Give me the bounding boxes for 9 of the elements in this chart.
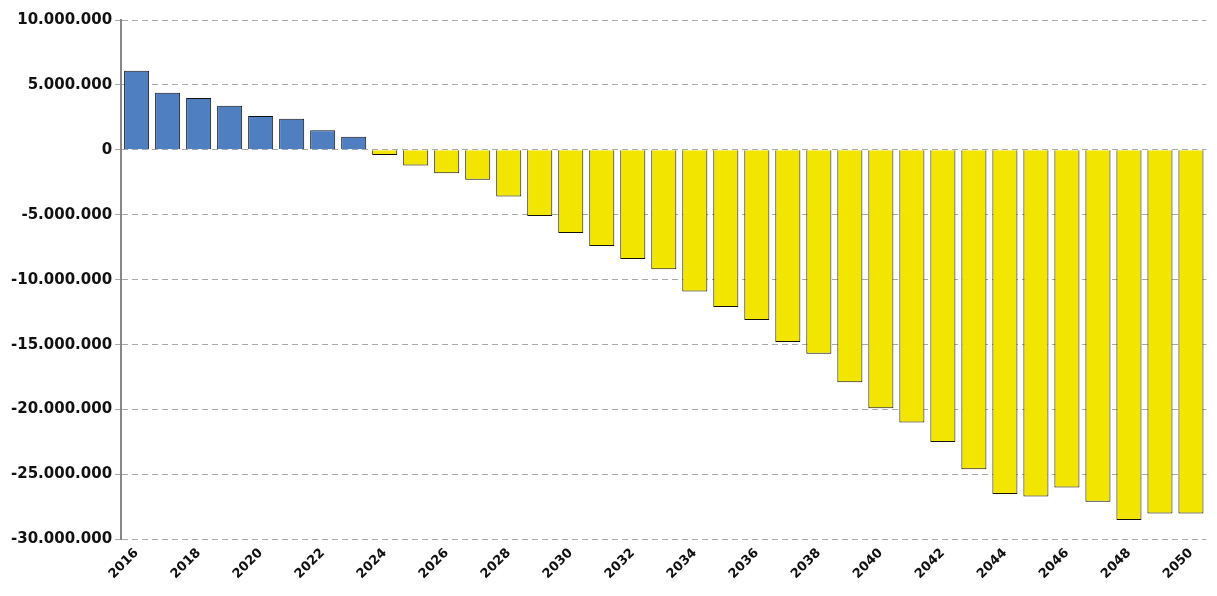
y-tick-label: -25.000.000: [10, 464, 113, 483]
y-tick-label: -5.000.000: [21, 204, 113, 223]
y-tick-label: -20.000.000: [10, 399, 113, 418]
y-tick-label: 0: [101, 139, 113, 158]
y-tick-label: -30.000.000: [10, 529, 113, 548]
y-tick-label: -15.000.000: [10, 334, 113, 353]
y-tick-label: -10.000.000: [10, 269, 113, 288]
y-tick-label: 10.000.000: [17, 9, 113, 28]
y-tick-label: 5.000.000: [27, 74, 113, 93]
